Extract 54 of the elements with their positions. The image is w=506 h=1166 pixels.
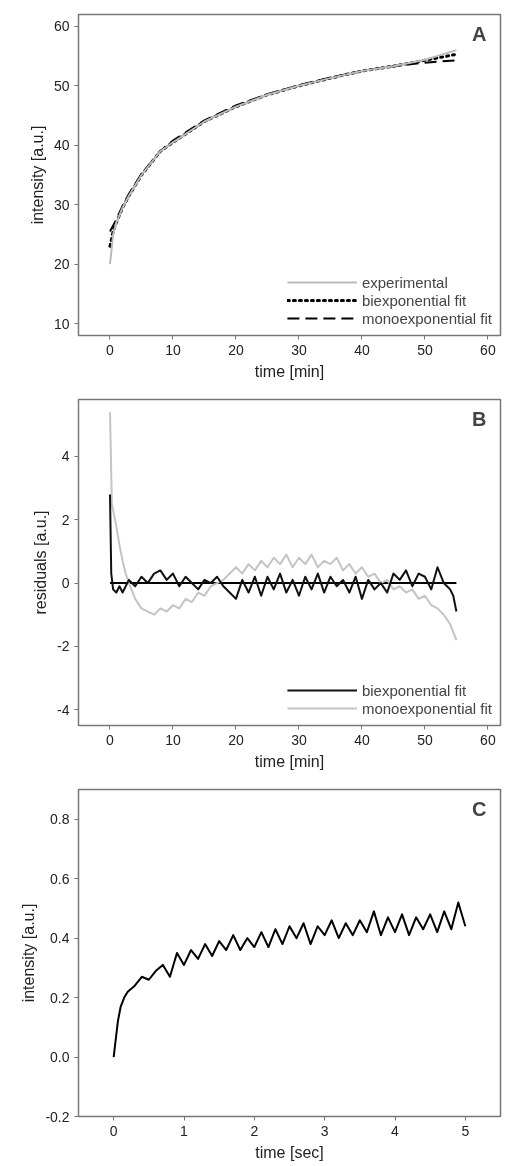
x-tick-label: 30	[291, 731, 307, 748]
legend-label: biexponential fit	[361, 681, 467, 699]
y-tick-label: 60	[53, 18, 70, 35]
x-tick-label: 40	[354, 341, 370, 358]
x-axis-title: time [sec]	[255, 1143, 324, 1161]
x-tick-label: 60	[480, 731, 496, 748]
x-axis-title: time [min]	[254, 362, 325, 380]
legend-label: monoexponential fit	[361, 309, 492, 327]
x-tick-label: 60	[480, 341, 496, 358]
x-axis-title: time [min]	[254, 752, 325, 770]
y-tick-label: -2	[57, 638, 70, 655]
y-tick-label: 40	[53, 137, 70, 154]
x-tick-label: 0	[109, 1122, 118, 1139]
y-tick-label: 50	[53, 77, 70, 94]
legend-label: biexponential fit	[361, 291, 467, 309]
y-tick-label: 0.0	[50, 1049, 70, 1066]
y-tick-label: 0.8	[50, 811, 70, 828]
x-tick-label: 3	[320, 1122, 329, 1139]
annotation: A	[472, 22, 487, 45]
y-tick-label: 2	[61, 511, 70, 528]
x-tick-label: 1	[180, 1122, 189, 1139]
y-tick-label: 20	[53, 256, 70, 273]
y-tick-label: 0.2	[50, 989, 70, 1006]
x-tick-label: 50	[417, 341, 433, 358]
annotation: C	[472, 797, 487, 820]
x-tick-label: 0	[106, 341, 115, 358]
x-tick-label: 20	[228, 731, 244, 748]
y-tick-label: -0.2	[45, 1108, 70, 1125]
x-tick-label: 4	[391, 1122, 400, 1139]
y-axis-title: intensity [a.u.]	[28, 125, 46, 225]
line-series	[108, 411, 458, 642]
y-tick-label: 0.4	[50, 930, 70, 947]
legend-label: monoexponential fit	[361, 699, 492, 717]
x-tick-label: 5	[461, 1122, 470, 1139]
y-tick-label: 0.6	[50, 870, 70, 887]
annotation: B	[472, 407, 487, 430]
y-tick-label: 30	[53, 196, 70, 213]
y-tick-label: -4	[57, 701, 70, 718]
line-series	[108, 493, 458, 613]
y-tick-label: 0	[61, 575, 70, 592]
x-tick-label: 10	[165, 341, 181, 358]
x-tick-label: 30	[291, 341, 307, 358]
y-axis-title: residuals [a.u.]	[32, 510, 50, 615]
x-tick-label: 2	[250, 1122, 259, 1139]
x-tick-label: 10	[165, 731, 181, 748]
legend-label: experimental	[361, 273, 448, 291]
y-tick-label: 10	[53, 315, 70, 332]
x-tick-label: 20	[228, 341, 244, 358]
x-tick-label: 0	[106, 731, 115, 748]
y-axis-title: intensity [a.u.]	[20, 903, 38, 1003]
line-series	[112, 901, 467, 1059]
y-tick-label: 4	[61, 448, 70, 465]
x-tick-label: 50	[417, 731, 433, 748]
x-tick-label: 40	[354, 731, 370, 748]
